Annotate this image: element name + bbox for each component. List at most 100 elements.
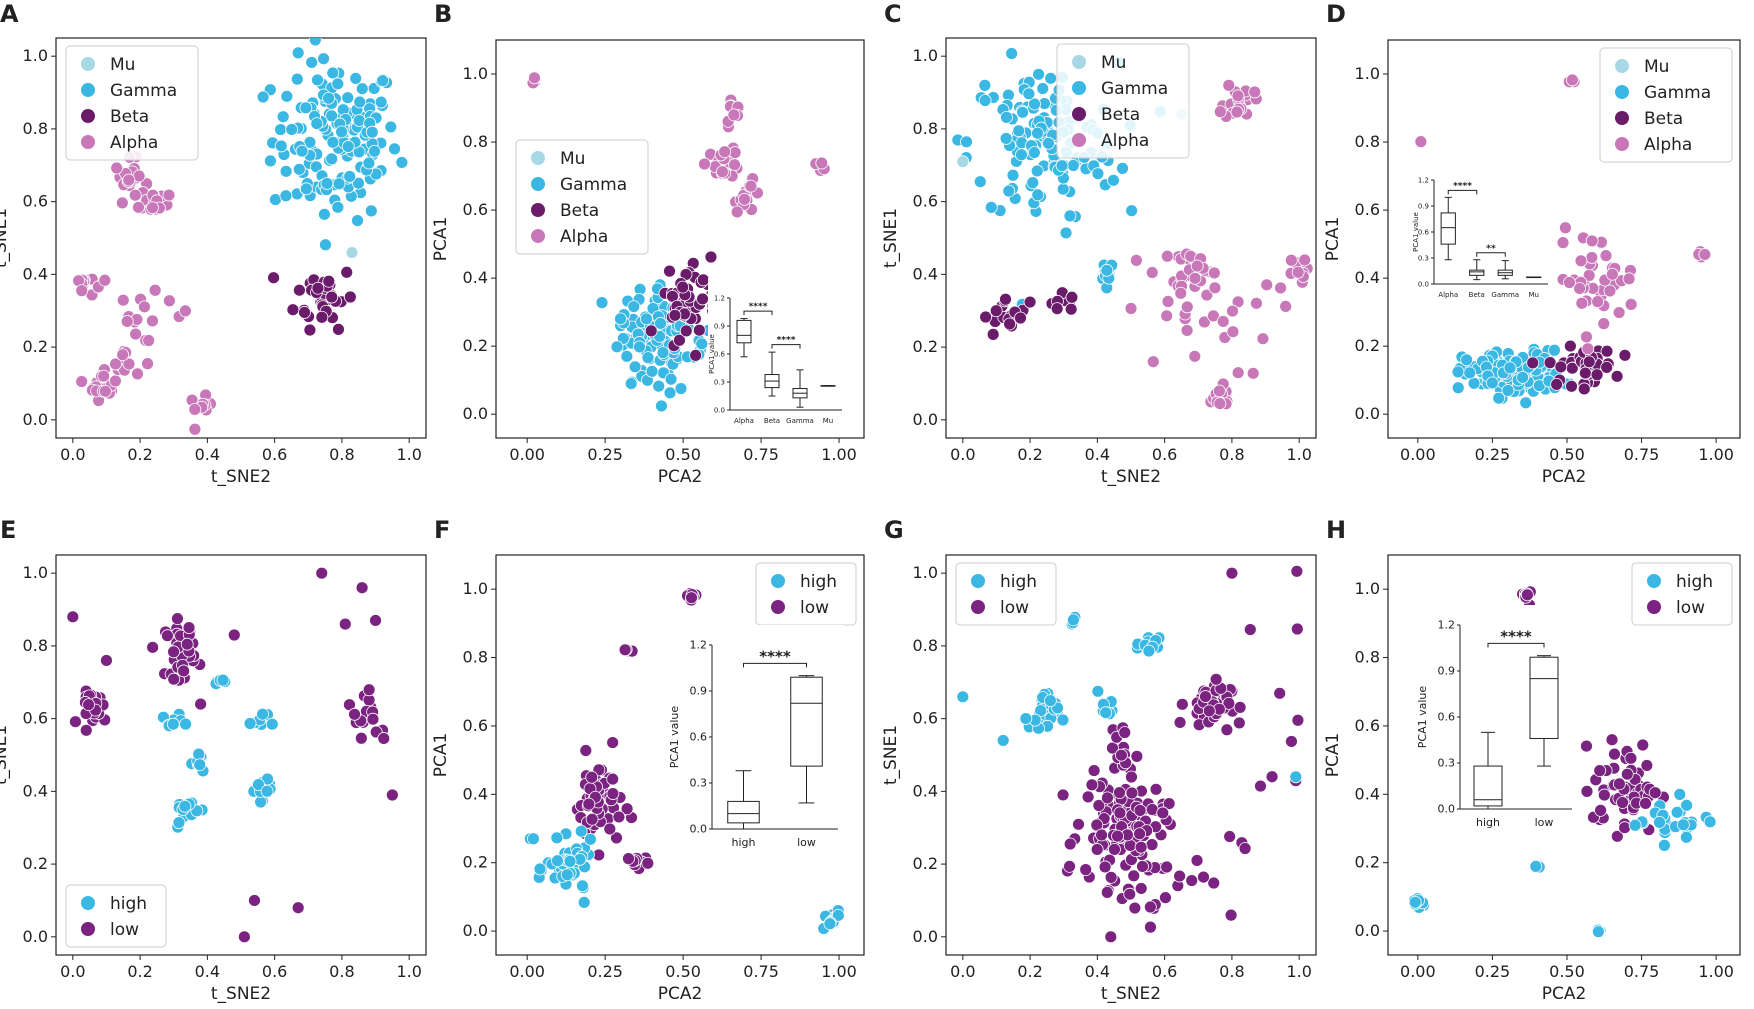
data-point-gamma (1519, 396, 1533, 410)
x-tick-label: 1.0 (1286, 445, 1311, 464)
data-point-low (1233, 700, 1247, 714)
y-tick-label: 0.8 (23, 636, 48, 655)
data-point-beta (989, 304, 1003, 318)
panel-letter-E: E (0, 516, 16, 544)
data-point-alpha (1231, 295, 1245, 309)
x-tick-label: 1.00 (821, 962, 857, 981)
data-point-low (1130, 749, 1144, 763)
data-point-gamma (695, 337, 709, 351)
data-point-beta (1550, 378, 1564, 391)
data-point-low (237, 930, 251, 944)
x-axis-label: t_SNE2 (1101, 984, 1161, 1004)
data-point-low (1290, 622, 1304, 636)
box-iqr-beta (1469, 269, 1485, 276)
y-tick-label: 0.2 (1355, 853, 1380, 872)
significance-label: **** (749, 302, 768, 312)
legend-label-low: low (800, 598, 829, 618)
data-point-alpha (148, 283, 162, 297)
data-point-low (1087, 764, 1101, 777)
data-point-gamma (362, 156, 376, 170)
data-point-gamma (341, 91, 355, 105)
inset-y-tick-label: 0.6 (714, 350, 726, 358)
data-point-low (1285, 735, 1298, 748)
data-point-gamma (351, 214, 364, 227)
data-point-high (560, 868, 574, 882)
legend-label-high: high (1000, 572, 1037, 592)
x-axis-label: PCA2 (1542, 467, 1587, 487)
data-point-alpha (131, 367, 144, 381)
y-tick-label: 0.8 (1355, 648, 1380, 667)
data-point-alpha (1291, 265, 1305, 279)
data-point-alpha (146, 201, 159, 215)
y-tick-label: 0.0 (463, 921, 488, 940)
inset-x-tick-label: Mu (823, 417, 833, 425)
data-point-alpha (116, 293, 130, 307)
y-tick-label: 0.8 (1355, 132, 1380, 151)
data-point-high (551, 854, 564, 868)
data-point-gamma (610, 340, 624, 354)
data-point-low (161, 629, 174, 643)
inset-boxplot: 0.0 0.3 0.6 0.9 1.2 PCA1 value high low **** (1416, 605, 1578, 839)
x-tick-label: 0.2 (127, 962, 152, 981)
inset-x-tick-label: low (1535, 816, 1554, 829)
inset-y-tick-label: 0.0 (690, 823, 708, 836)
data-point-low (227, 628, 241, 642)
data-point-low (355, 581, 369, 595)
x-tick-label: 1.00 (1698, 962, 1734, 981)
data-point-alpha (1573, 282, 1586, 295)
data-point-alpha (1200, 288, 1214, 302)
legend-label-beta: Beta (110, 107, 149, 127)
data-point-low (1612, 777, 1626, 791)
data-point-gamma (1032, 67, 1045, 81)
data-point-low (1113, 806, 1127, 820)
legend-marker-mu (81, 57, 95, 71)
y-axis-label: t_SNE1 (0, 725, 11, 785)
data-point-low (1605, 733, 1619, 747)
data-point-gamma (332, 177, 346, 191)
x-tick-label: 1.0 (396, 962, 421, 981)
data-point-low (1273, 686, 1287, 700)
x-tick-label: 0.50 (665, 445, 701, 464)
data-point-alpha (528, 71, 541, 85)
panel-B: B 0.00 0.25 0.50 0.75 1.00 0.0 0.2 0.4 0.6 0.8 1.0 P… (431, 0, 865, 487)
data-point-high (1091, 684, 1105, 698)
data-point-gamma (276, 110, 290, 124)
data-point-alpha (109, 374, 122, 388)
data-point-gamma (1056, 182, 1070, 196)
data-point-low (1123, 887, 1137, 901)
data-point-gamma (311, 73, 324, 87)
data-point-alpha (1190, 259, 1204, 273)
data-point-mu (345, 246, 359, 259)
y-tick-label: 0.0 (913, 927, 938, 946)
data-point-gamma (349, 72, 363, 85)
x-tick-label: 0.4 (1085, 445, 1110, 464)
data-point-gamma (264, 154, 277, 168)
data-point-high (243, 717, 257, 730)
x-tick-label: 0.2 (1017, 962, 1042, 981)
data-point-gamma (1027, 146, 1041, 159)
data-point-alpha (97, 369, 111, 383)
data-point-gamma (374, 95, 388, 109)
y-tick-label: 0.2 (1355, 336, 1380, 355)
data-point-alpha (122, 357, 136, 371)
data-point-gamma (353, 95, 367, 109)
data-point-alpha (1212, 384, 1226, 398)
data-point-alpha (727, 108, 741, 122)
data-point-gamma (1451, 365, 1465, 379)
legend: Mu Gamma Beta Alpha (1056, 43, 1190, 159)
data-point-alpha (146, 314, 159, 328)
legend-marker-low (1647, 600, 1661, 614)
data-point-beta (1563, 339, 1577, 353)
y-tick-label: 0.4 (1355, 268, 1380, 287)
data-point-gamma (1000, 110, 1013, 124)
data-point-alpha (141, 357, 154, 371)
data-point-low (1101, 791, 1114, 805)
scatter-points (1413, 73, 1712, 410)
x-tick-label: 1.0 (396, 445, 421, 464)
y-tick-label: 1.0 (913, 563, 938, 582)
significance-label: **** (1453, 181, 1472, 191)
significance-bracket (1447, 189, 1478, 195)
inset-y-tick-label: 1.2 (690, 639, 708, 652)
data-point-low (182, 621, 196, 634)
data-point-low (1636, 738, 1650, 752)
